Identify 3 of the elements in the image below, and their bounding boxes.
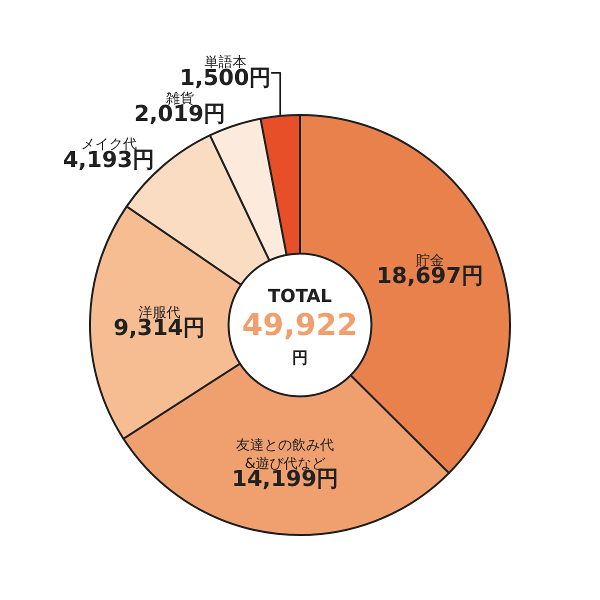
text: 49,922 [242,308,358,343]
text: TOTAL [268,286,332,307]
text: 円 [292,348,308,367]
